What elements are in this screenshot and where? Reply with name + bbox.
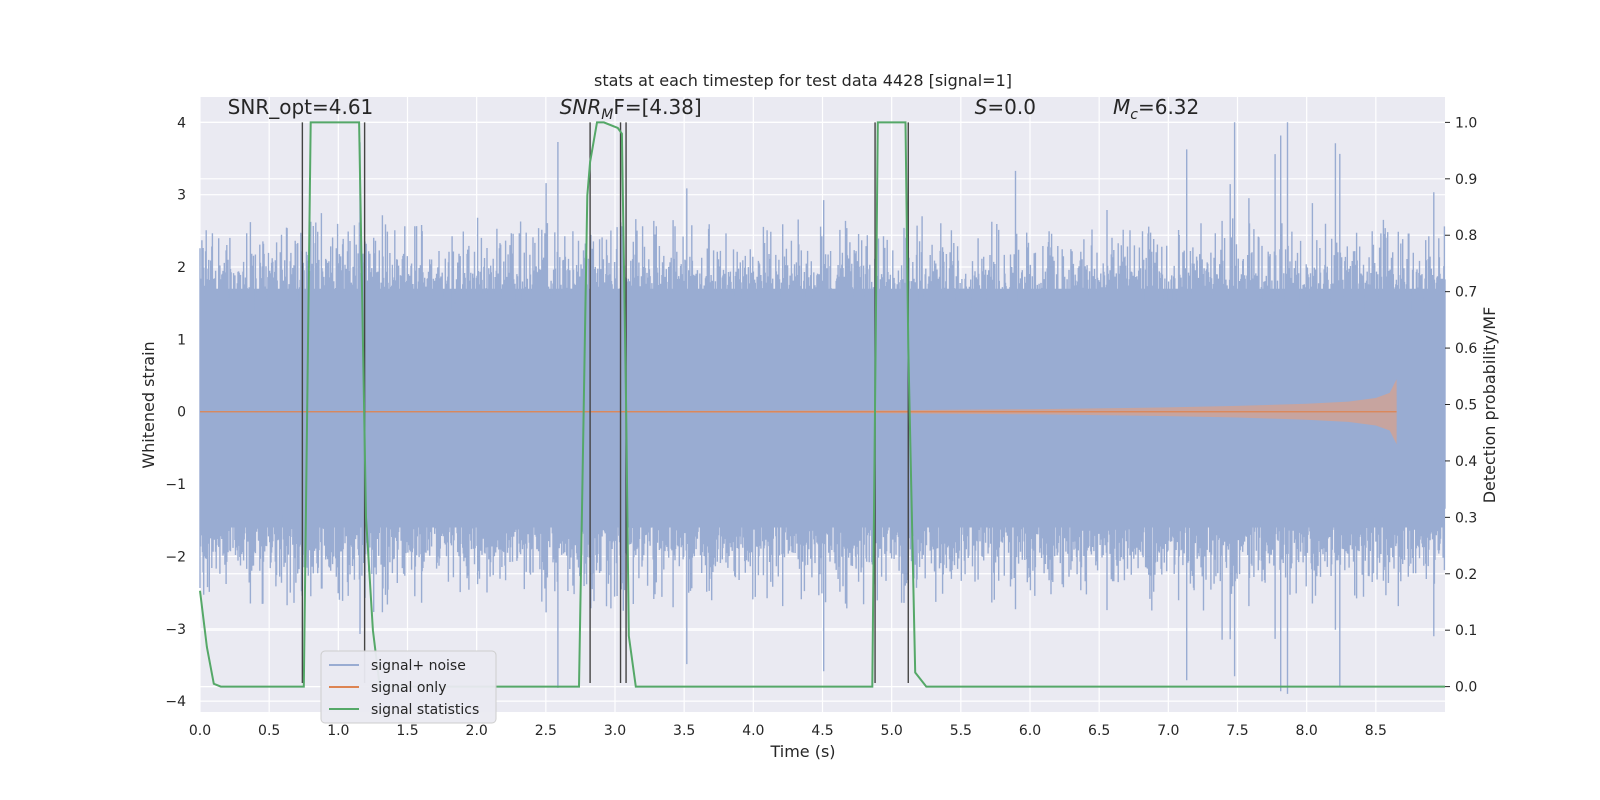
legend: signal+ noise signal only signal statistic… [320, 650, 497, 724]
annotation: S=0.0 [975, 95, 1036, 119]
x-axis-label: Time (s) [769, 742, 835, 761]
statistics-trace [199, 121, 1445, 688]
x-tick-label: 0.0 [189, 723, 211, 739]
legend-entry: signal only [371, 680, 446, 696]
y-tick-label: −2 [165, 549, 186, 565]
y-axis-ticks: 4 3 2 1 0 −1 −2 −3 −4 [165, 115, 186, 710]
y2-tick-label: 0.7 [1455, 285, 1477, 301]
y2-tick-label: 0.5 [1455, 398, 1477, 414]
legend-entry: signal+ noise [371, 658, 466, 674]
x-tick-label: 7.0 [1157, 723, 1179, 739]
y2-tick-label: 0.6 [1455, 341, 1477, 357]
legend-box [320, 650, 497, 724]
y2-tick-label: 1.0 [1455, 115, 1477, 131]
y-tick-label: 4 [177, 115, 186, 131]
y-tick-label: 3 [177, 188, 186, 204]
x-tick-label: 1.0 [327, 723, 349, 739]
statistics-line [199, 121, 1445, 688]
annotation: SNRMF=[4.38] [560, 95, 702, 123]
annotation: Mc=6.32 [1113, 95, 1199, 123]
y2-axis-label: Detection probability/MF [1480, 307, 1499, 504]
x-tick-label: 2.0 [466, 723, 488, 739]
legend-entry: signal statistics [371, 702, 479, 718]
x-tick-label: 5.0 [881, 723, 903, 739]
y2-tick-label: 0.4 [1455, 454, 1477, 470]
y-tick-label: 1 [177, 332, 186, 348]
x-tick-label: 5.5 [950, 723, 972, 739]
x-tick-label: 8.5 [1365, 723, 1387, 739]
y2-tick-label: 0.8 [1455, 228, 1477, 244]
annotations: SNR_opt=4.61 SNRMF=[4.38] S=0.0 Mc=6.32 [228, 95, 1200, 123]
y-tick-label: −3 [165, 622, 186, 638]
y-tick-label: 2 [177, 260, 186, 276]
x-tick-label: 3.5 [673, 723, 695, 739]
x-axis-ticks: 0.0 0.5 1.0 1.5 2.0 2.5 3.0 3.5 4.0 4.5 5.0 5.5 6.0 6… [189, 723, 1387, 739]
chart-title: stats at each timestep for test data 442… [594, 71, 1012, 90]
y2-tick-label: 0.9 [1455, 172, 1477, 188]
x-tick-label: 3.0 [604, 723, 626, 739]
x-tick-label: 7.5 [1226, 723, 1248, 739]
x-tick-label: 2.5 [535, 723, 557, 739]
y2-tick-label: 0.2 [1455, 567, 1477, 583]
y-tick-label: 0 [177, 405, 186, 421]
y2-tick-label: 0.3 [1455, 510, 1477, 526]
y-tick-label: −4 [165, 694, 186, 710]
x-tick-label: 1.5 [396, 723, 418, 739]
x-tick-label: 6.5 [1088, 723, 1110, 739]
signal-only-trace [200, 379, 1397, 445]
y-tick-label: −1 [165, 477, 186, 493]
x-tick-label: 4.0 [742, 723, 764, 739]
y2-axis-ticks: 1.0 0.9 0.8 0.7 0.6 0.5 0.4 0.3 0.2 0.1 0.0 [1445, 115, 1477, 696]
x-tick-label: 0.5 [258, 723, 280, 739]
x-tick-label: 6.0 [1019, 723, 1041, 739]
y-axis-label: Whitened strain [139, 341, 158, 468]
annotation: SNR_opt=4.61 [228, 95, 374, 119]
y2-tick-label: 0.1 [1455, 623, 1477, 639]
y2-tick-label: 0.0 [1455, 680, 1477, 696]
x-tick-label: 8.0 [1296, 723, 1318, 739]
x-tick-label: 4.5 [811, 723, 833, 739]
